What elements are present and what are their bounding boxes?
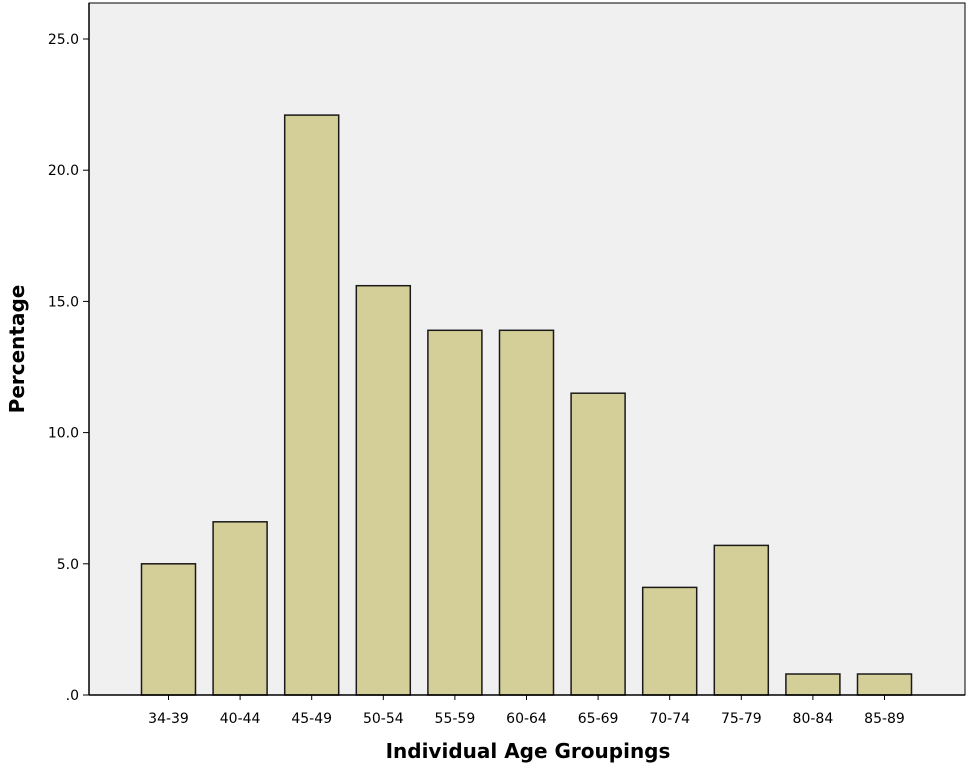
x-axis: 34-39 40-44 45-49 50-54 55-59 60-64 65-69 70-74… — [89, 694, 965, 727]
x-tick-label: 34-39 — [148, 711, 189, 727]
x-axis-title: Individual Age Groupings — [386, 739, 671, 763]
bar-60-64 — [498, 329, 555, 696]
x-tick-label: 45-49 — [291, 711, 332, 727]
y-tick-label: 20.0 — [48, 163, 79, 179]
bar-45-49 — [283, 114, 340, 696]
bars-group — [140, 114, 913, 696]
x-tick-label: 65-69 — [578, 711, 619, 727]
x-tick-label: 85-89 — [864, 711, 905, 727]
bar-85-89 — [856, 673, 913, 696]
bar-40-44 — [212, 521, 268, 696]
bar-70-74 — [641, 586, 698, 696]
x-tick-label: 55-59 — [435, 711, 476, 727]
y-tick-label: 10.0 — [48, 426, 79, 442]
bar-55-59 — [427, 329, 483, 696]
bar-50-54 — [355, 284, 412, 696]
bar-75-79 — [713, 544, 770, 696]
y-tick-label: 25.0 — [48, 32, 79, 48]
x-tick-label: 40-44 — [220, 711, 261, 727]
x-tick-label: 60-64 — [506, 711, 547, 727]
y-axis: .0 5.0 10.0 15.0 20.0 25.0 — [48, 3, 90, 704]
y-axis-title: Percentage — [5, 285, 29, 414]
x-tick-label: 50-54 — [363, 711, 404, 727]
x-tick-label: 80-84 — [793, 711, 834, 727]
x-tick-label: 75-79 — [721, 711, 762, 727]
x-tick-label: 70-74 — [649, 711, 690, 727]
bar-34-39 — [140, 563, 197, 696]
bar-80-84 — [785, 673, 841, 696]
y-tick-label: 15.0 — [48, 294, 79, 310]
y-tick-label: .0 — [66, 688, 79, 704]
y-tick-label: 5.0 — [57, 557, 79, 573]
bar-65-69 — [570, 392, 626, 696]
